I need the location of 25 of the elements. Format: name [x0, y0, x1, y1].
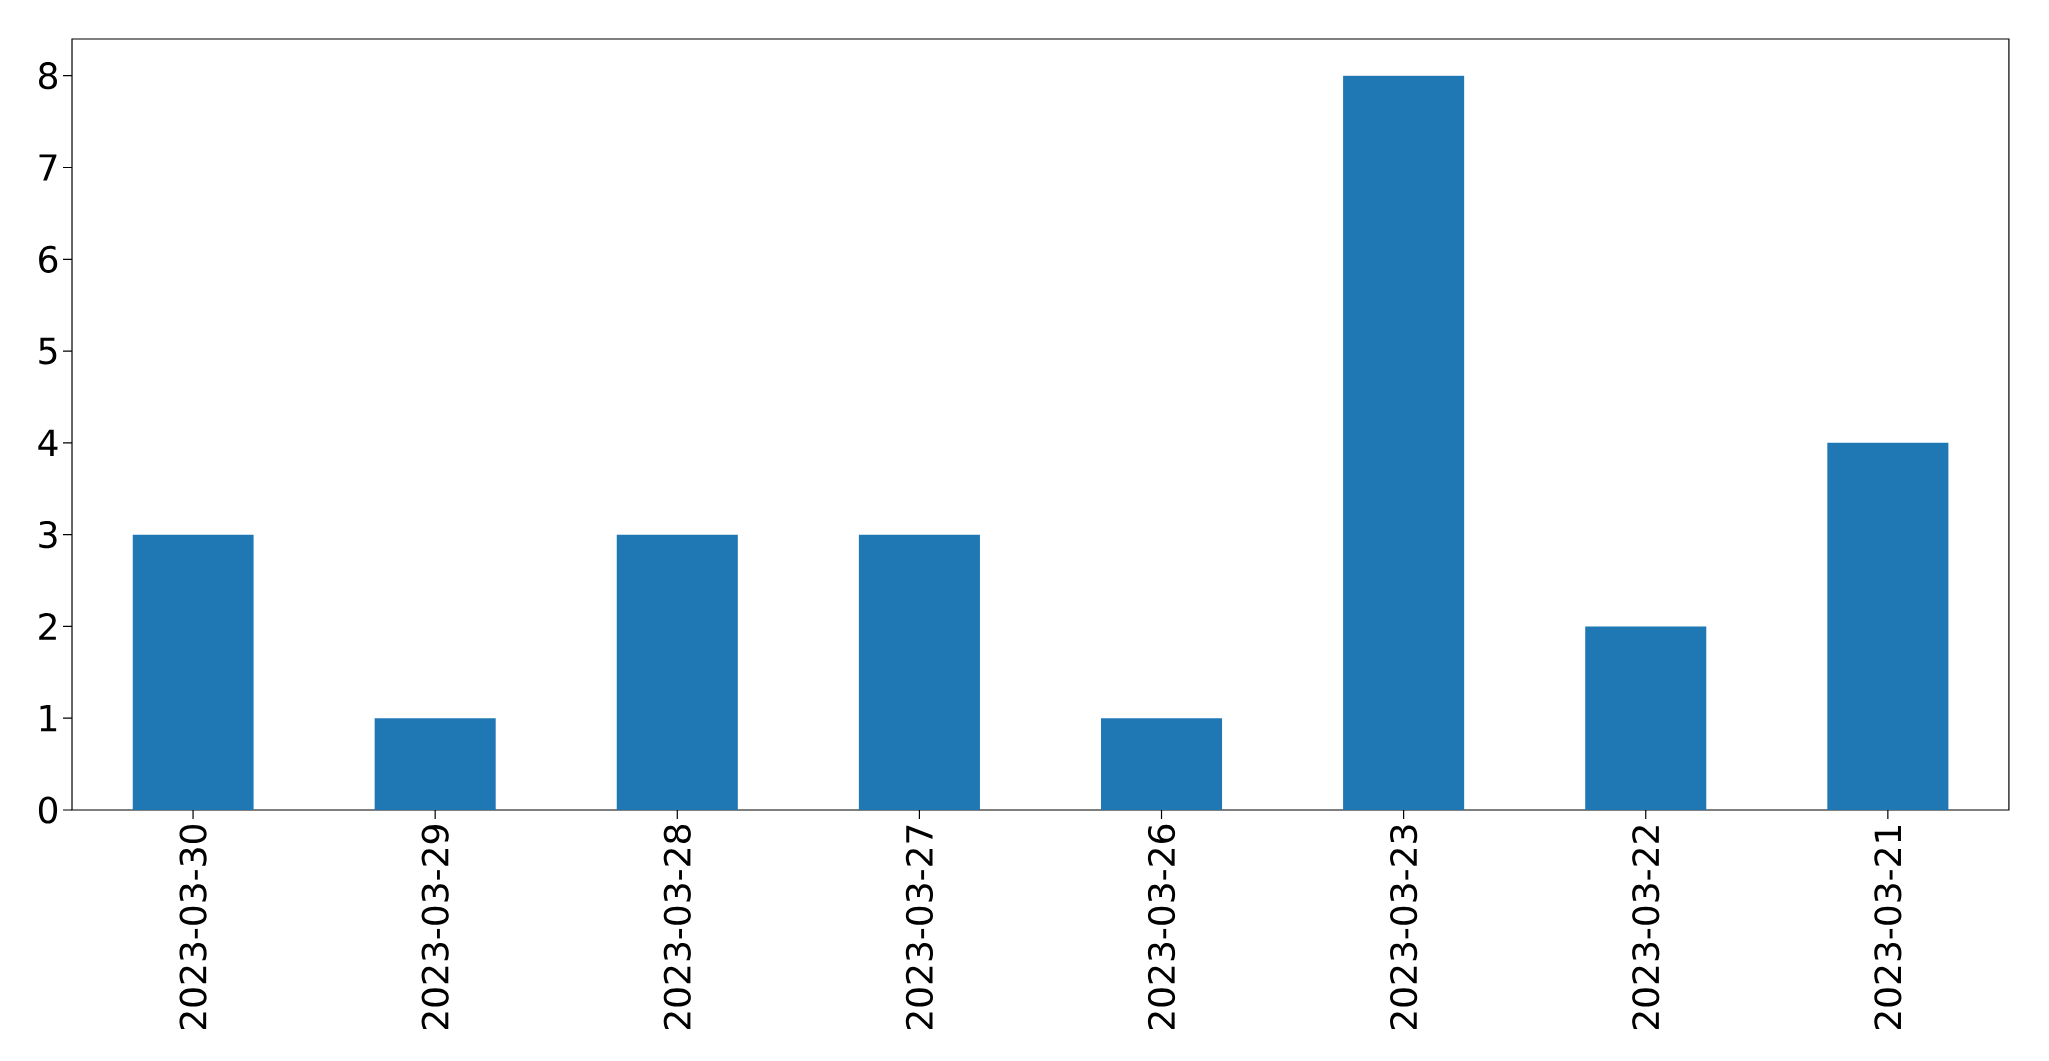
x-tick-label: 2023-03-29 — [421, 825, 449, 1030]
y-tick-label: 4 — [38, 429, 58, 456]
y-tick-label: 1 — [40, 705, 57, 732]
y-tick-label: 0 — [38, 796, 58, 824]
bar — [858, 534, 980, 810]
bar — [616, 534, 738, 810]
bar — [1827, 442, 1949, 810]
bar — [374, 718, 496, 810]
bar — [1343, 75, 1465, 810]
y-tick-label: 3 — [39, 521, 57, 549]
y-tick-label: 6 — [39, 245, 58, 273]
x-tick-label: 2023-03-28 — [663, 825, 691, 1030]
bar — [1100, 718, 1223, 810]
y-tick-label: 7 — [39, 154, 57, 181]
y-tick-label: 8 — [39, 62, 57, 90]
x-tick-label: 2023-03-27 — [905, 825, 934, 1030]
y-tick-label: 5 — [39, 337, 57, 365]
bar — [1585, 626, 1707, 810]
x-tick-label: 2023-03-26 — [1147, 824, 1176, 1030]
y-tick-label: 2 — [39, 613, 56, 640]
x-tick-label: 2023-03-23 — [1390, 825, 1418, 1030]
x-tick-label: 2023-03-22 — [1632, 826, 1660, 1030]
x-tick-label: 2023-03-30 — [179, 824, 207, 1030]
x-tick-label: 2023-03-21 — [1874, 825, 1902, 1030]
bar — [132, 534, 254, 810]
